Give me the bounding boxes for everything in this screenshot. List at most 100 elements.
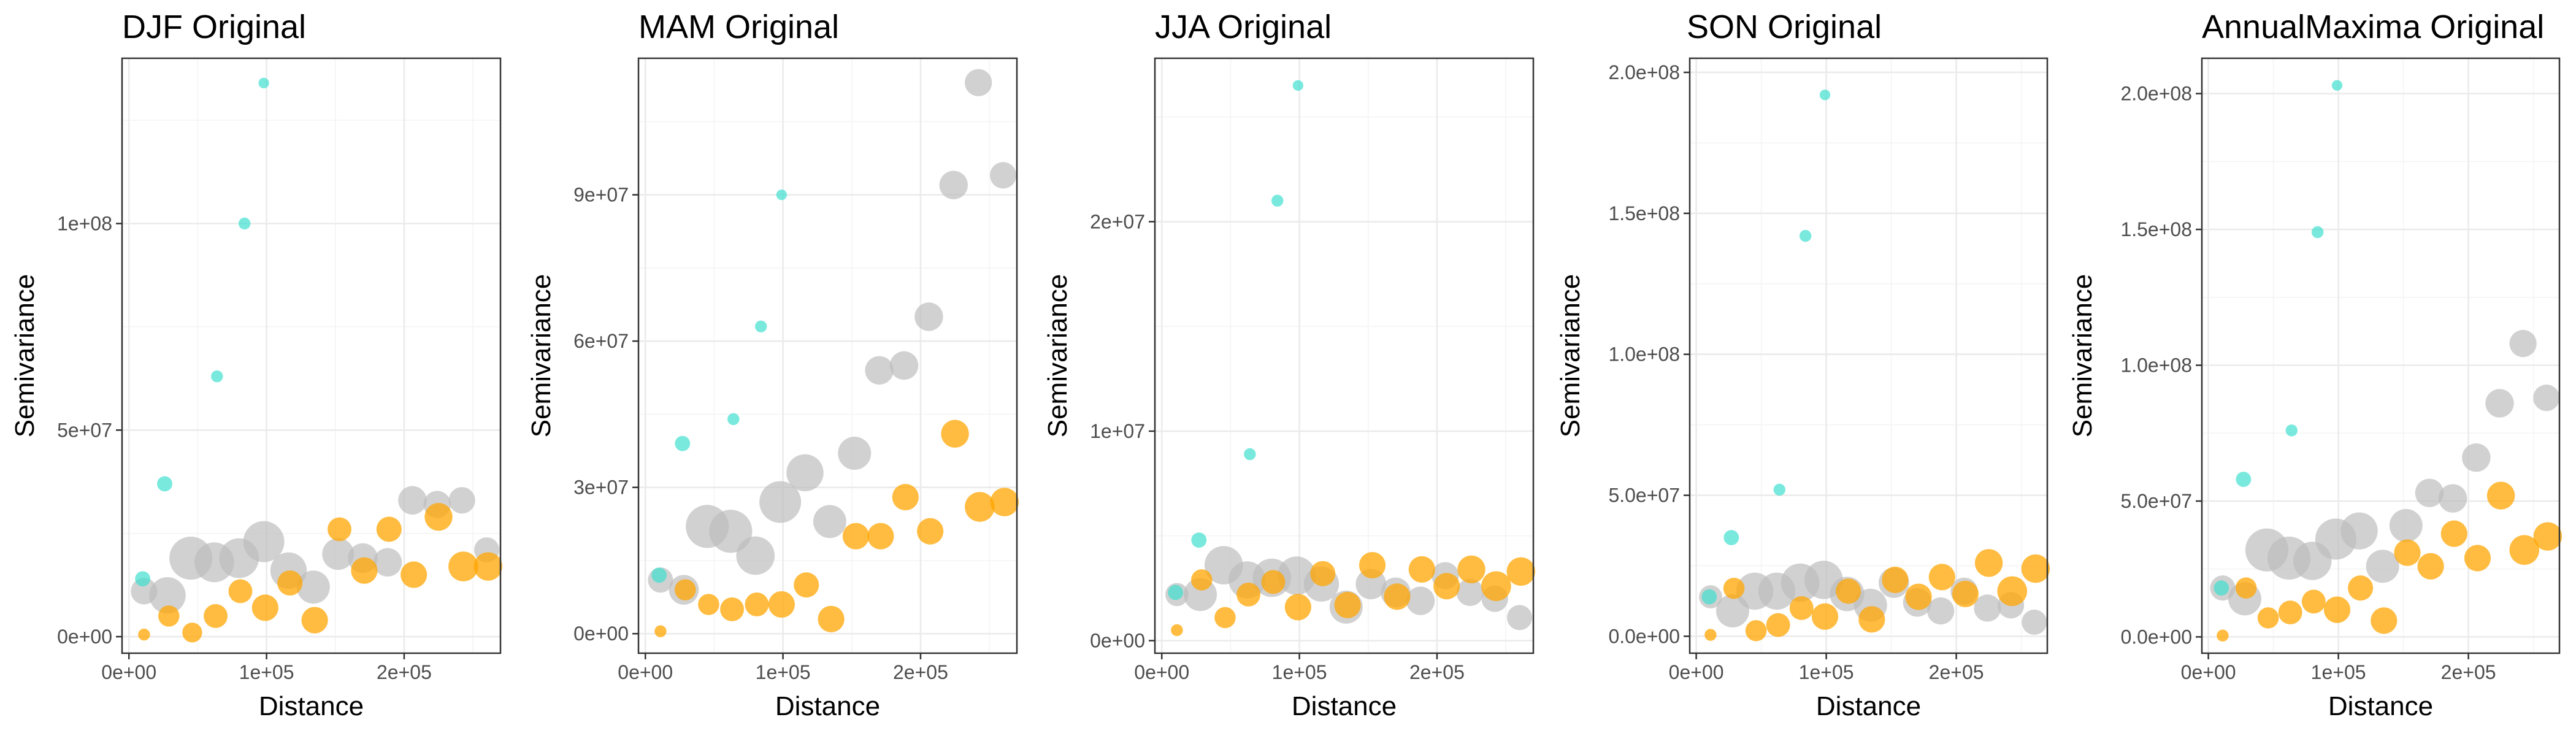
chart-title: JJA Original [1155,9,1332,45]
panel-mam: 0e+00 1e+05 2e+05 0e+00 3e+07 6e+07 9e+07 MAM … [526,9,1019,721]
chart-title: MAM Original [638,9,839,45]
point-cyan [1271,194,1284,207]
chart-title: SON Original [1687,9,1882,45]
x-tick-label: 1e+05 [1272,661,1327,683]
y-axis-title: Semivariance [526,274,556,438]
point-orange [1384,583,1411,610]
y-tick-label: 1e+07 [1090,420,1145,442]
point-cyan [157,476,172,492]
point-orange [2486,481,2515,510]
point-gray [709,510,753,553]
point-orange [867,523,894,550]
y-tick-label: 5.0e+07 [1608,485,1680,507]
point-orange [376,516,402,542]
point-gray [149,577,186,614]
point-gray [989,162,1017,189]
data-points [648,69,1019,637]
point-orange [204,604,228,628]
y-tick-label: 1.0e+08 [1608,343,1680,366]
point-orange [2235,577,2257,599]
x-axis-title: Distance [775,691,880,721]
x-tick-label: 1e+05 [2311,661,2366,683]
point-gray [813,505,846,539]
y-tick-label: 0e+00 [573,623,629,645]
point-gray [2389,508,2423,542]
point-orange [794,572,819,598]
point-cyan [1819,90,1831,101]
axis-ticks: 0e+00 1e+05 2e+05 0e+00 5e+07 1e+08 [57,212,432,683]
point-orange [1481,571,1511,602]
point-orange [2417,553,2444,580]
gridlines [1155,58,1533,653]
panel-djf: 0e+00 1e+05 2e+05 0e+00 5e+07 1e+08 DJF Origi… [10,9,503,721]
point-cyan [238,217,251,230]
axis-ticks: 0e+00 1e+05 2e+05 0e+00 3e+07 6e+07 9e+07 [573,184,948,683]
y-tick-label: 9e+07 [573,184,629,206]
x-tick-label: 0e+00 [1669,661,1724,683]
data-points [1165,80,1536,637]
panel-jja: 0e+00 1e+05 2e+05 0e+00 1e+07 2e+07 JJA Origi… [1043,9,1536,721]
point-orange [1745,619,1767,642]
point-orange [138,628,150,641]
y-tick-label: 2e+07 [1090,210,1145,232]
point-gray [2022,609,2047,635]
point-orange [1704,629,1717,641]
point-orange [1811,603,1839,630]
point-gray [838,437,872,470]
point-orange [1284,594,1311,621]
point-gray [1456,578,1484,607]
x-tick-label: 2e+05 [893,661,948,683]
gridlines [638,58,1017,653]
point-orange [401,561,427,588]
point-gray [1507,605,1533,631]
point-cyan [2236,472,2252,487]
y-tick-label: 0.0e+00 [1608,625,1680,647]
point-orange [1214,607,1236,629]
x-axis-title: Distance [1292,691,1397,721]
point-orange [1882,566,1909,594]
point-orange [328,517,351,542]
point-orange [2217,629,2229,642]
point-orange [228,579,253,604]
plot-border [1154,57,1535,654]
point-gray [322,538,355,570]
point-gray [889,351,919,380]
point-orange [842,523,870,550]
data-points [1699,90,2050,642]
point-cyan [211,370,223,383]
point-orange [675,579,696,600]
point-orange [2323,596,2351,623]
panel-annualmaxima: 0e+00 1e+05 2e+05 0.0e+00 5.0e+07 1.0e+08 1.5e… [2068,9,2563,721]
point-gray [448,487,475,514]
point-orange [1359,551,1386,579]
point-orange [965,492,995,522]
point-cyan [2311,226,2324,239]
point-orange [2394,539,2421,566]
point-cyan [1773,483,1785,496]
point-orange [1723,577,1745,599]
gridlines [1690,58,2047,653]
x-tick-label: 2e+05 [1929,661,1984,683]
point-gray [2340,512,2378,550]
point-gray [243,521,285,562]
point-cyan [1723,530,1739,545]
x-tick-label: 0e+00 [101,661,156,683]
point-cyan [651,567,667,583]
point-orange [1171,624,1183,637]
point-orange [990,488,1019,516]
point-cyan [675,435,691,451]
y-tick-label: 0e+00 [57,626,112,648]
point-orange [1433,573,1460,600]
point-orange [158,605,180,627]
x-axis-title: Distance [2328,691,2433,721]
point-orange [351,557,378,584]
y-tick-label: 1.0e+08 [2120,355,2192,377]
data-points [131,77,503,643]
point-orange [2348,575,2374,601]
point-orange [251,594,278,621]
point-cyan [1191,532,1207,548]
y-tick-label: 0e+00 [1090,630,1145,652]
y-tick-label: 2.0e+08 [1608,61,1680,83]
point-orange [818,605,845,632]
point-gray [2462,443,2491,472]
